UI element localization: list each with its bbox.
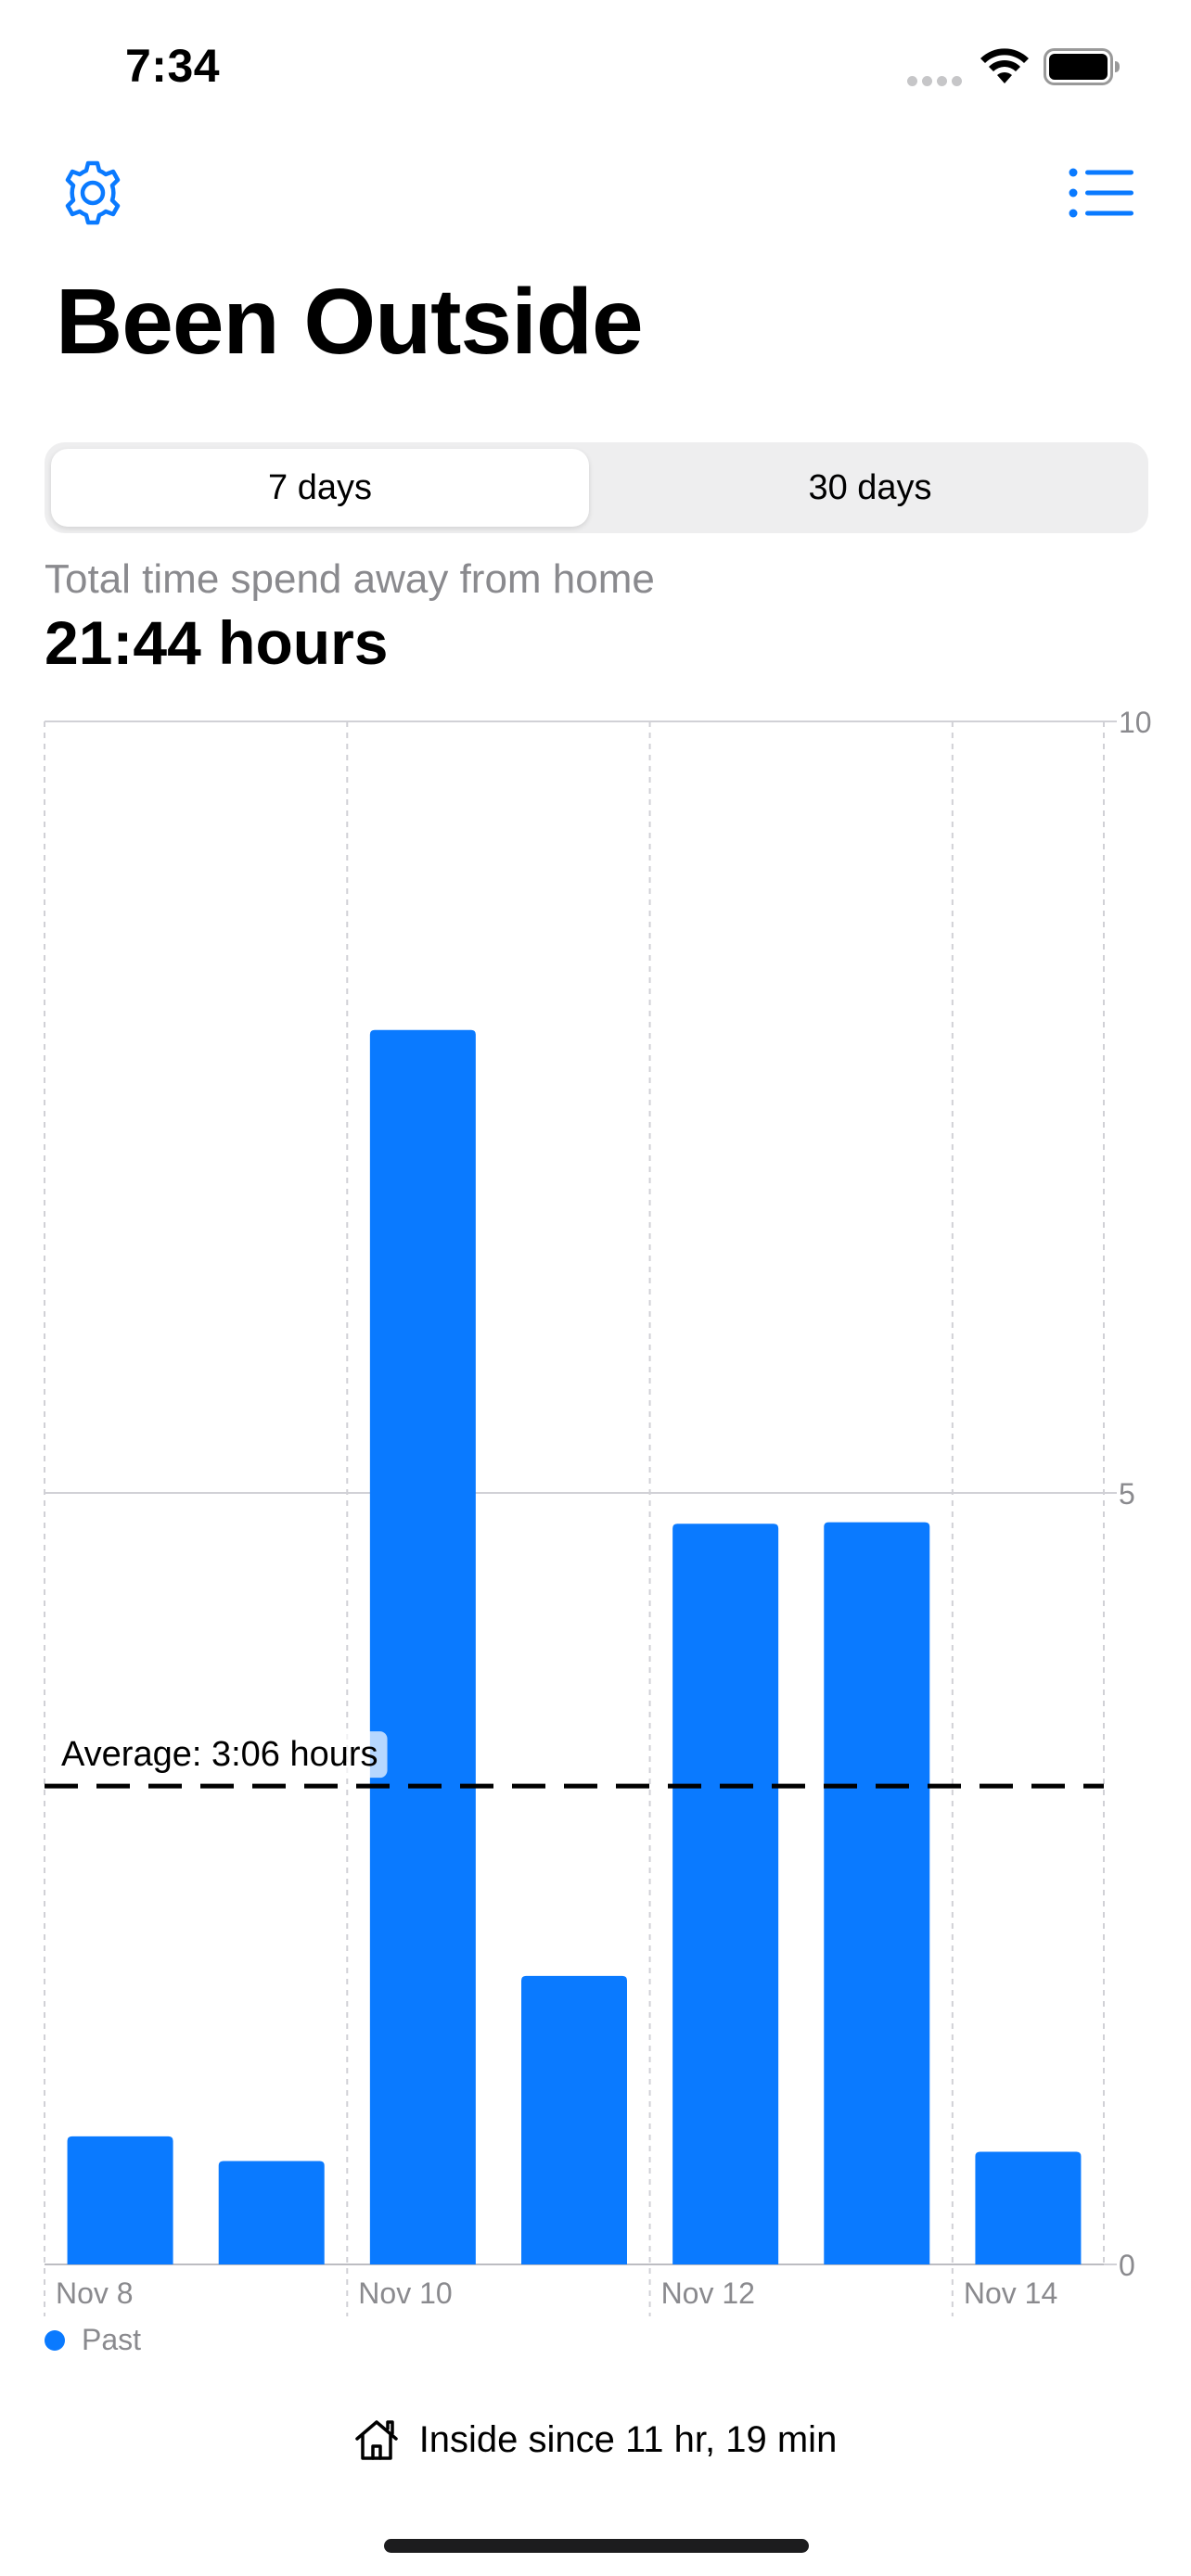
- y-tick-label: 10: [1119, 706, 1152, 739]
- y-tick-label: 5: [1119, 1477, 1135, 1511]
- inside-since-text: Inside since 11 hr, 19 min: [418, 2418, 838, 2460]
- summary-value: 21:44 hours: [45, 608, 389, 677]
- battery-icon: [1044, 48, 1120, 85]
- bar-nov-11[interactable]: [521, 1975, 627, 2264]
- home-icon: [354, 2420, 398, 2460]
- segment-30-days[interactable]: 30 days: [808, 467, 932, 507]
- bar-nov-12[interactable]: [672, 1524, 779, 2264]
- y-tick-label: 0: [1119, 2249, 1135, 2282]
- x-tick-label: Nov 12: [661, 2276, 755, 2310]
- home-indicator: [384, 2539, 809, 2553]
- wifi-icon: [980, 48, 1029, 83]
- x-tick-label: Nov 14: [964, 2276, 1057, 2310]
- gear-icon[interactable]: [59, 159, 126, 226]
- bar-nov-9[interactable]: [218, 2161, 325, 2264]
- footer-status: Inside since 11 hr, 19 min: [0, 2418, 1191, 2461]
- legend-swatch: [45, 2329, 65, 2351]
- summary-label: Total time spend away from home: [45, 556, 655, 602]
- chart-legend: Past: [45, 2323, 141, 2357]
- x-tick-label: Nov 10: [358, 2276, 452, 2310]
- segment-7-days[interactable]: 7 days: [51, 449, 589, 527]
- range-segmented-control: 7 days 30 days: [45, 442, 1148, 533]
- status-time: 7:34: [125, 40, 221, 92]
- bar-nov-10[interactable]: [369, 1029, 476, 2264]
- legend-label-past: Past: [82, 2323, 142, 2356]
- x-tick-label: Nov 8: [56, 2276, 134, 2310]
- cellular-signal-icon: [907, 74, 967, 91]
- list-icon[interactable]: [1069, 167, 1135, 219]
- bar-nov-13[interactable]: [824, 1522, 930, 2264]
- bar-nov-14[interactable]: [975, 2151, 1082, 2264]
- average-label: Average: 3:06 hours: [61, 1735, 378, 1774]
- page-title: Been Outside: [56, 270, 644, 374]
- bar-nov-8[interactable]: [67, 2136, 173, 2264]
